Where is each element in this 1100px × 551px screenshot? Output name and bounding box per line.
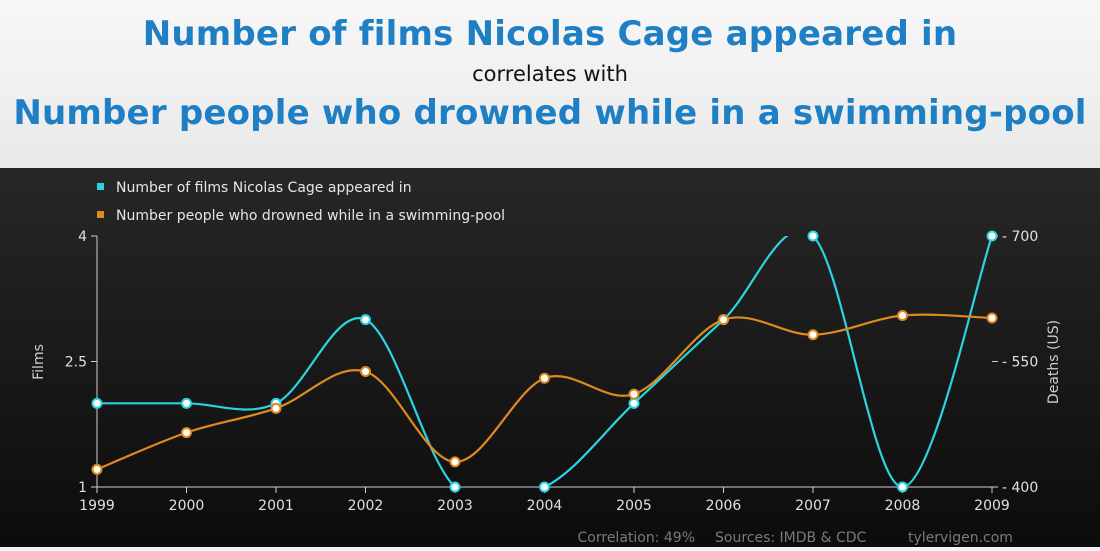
x-tick-label: 2001 [258,498,294,514]
point-films [628,397,640,409]
point-drownings [449,456,461,468]
correlation-text: Correlation: 49% [578,530,695,546]
left-tick-label: 2.5 [65,355,87,371]
right-axis-ticks: - 400 - 550 - 700 [992,229,1038,496]
right-tick-label: - 550 [1002,355,1038,371]
left-tick-label: 1 [78,480,87,496]
point-drownings [91,463,103,475]
chart-area: Number of films Nicolas Cage appeared in… [0,168,1100,547]
left-tick-label: 4 [78,229,87,245]
legend-label-films: Number of films Nicolas Cage appeared in [116,180,412,196]
chart-header: Number of films Nicolas Cage appeared in… [0,0,1100,168]
x-tick-label: 2009 [974,498,1010,514]
chart-background [0,168,1100,547]
point-drownings [360,366,371,378]
point-drownings [986,312,998,324]
x-tick-label: 2003 [437,498,473,514]
x-tick-label: 1999 [79,498,115,514]
right-tick-label: - 700 [1002,229,1038,245]
point-films [181,397,192,409]
point-films [539,481,550,493]
point-films [91,397,103,409]
point-drownings [628,388,640,400]
x-tick-label: 2004 [527,498,563,514]
title-connector: correlates with [472,62,628,86]
x-tick-label: 2000 [169,498,205,514]
line-chart: Number of films Nicolas Cage appeared in… [0,168,1100,547]
point-drownings [897,309,908,321]
point-films [360,314,371,326]
point-films [897,481,908,493]
point-drownings [807,329,819,341]
point-drownings [270,402,282,414]
site-credit: tylervigen.com [908,530,1013,546]
title-secondary: Number people who drowned while in a swi… [13,93,1087,133]
point-drownings [539,372,550,384]
point-films [449,481,461,493]
legend-swatch-films [97,183,104,190]
left-axis-label: Films [31,344,47,380]
x-tick-label: 2008 [885,498,921,514]
x-tick-label: 2007 [795,498,831,514]
point-films [986,230,998,242]
x-tick-label: 2005 [616,498,652,514]
title-primary: Number of films Nicolas Cage appeared in [142,14,958,54]
x-tick-label: 2006 [706,498,742,514]
left-axis-ticks: 12.54 [65,229,97,496]
right-axis-label: Deaths (US) [1046,320,1062,404]
legend-label-drownings: Number people who drowned while in a swi… [116,208,505,224]
point-drownings [718,314,729,326]
x-tick-label: 2002 [348,498,384,514]
x-axis-ticks: 1999 2000 2001 2002 2003 2004 2005 2006 2007 2008… [79,487,1010,514]
point-drownings [181,427,192,439]
series-points [91,230,998,493]
legend-swatch-drownings [97,211,104,218]
point-films [807,230,819,242]
sources-text: Sources: IMDB & CDC [715,530,867,546]
right-tick-label: - 400 [1002,480,1038,496]
